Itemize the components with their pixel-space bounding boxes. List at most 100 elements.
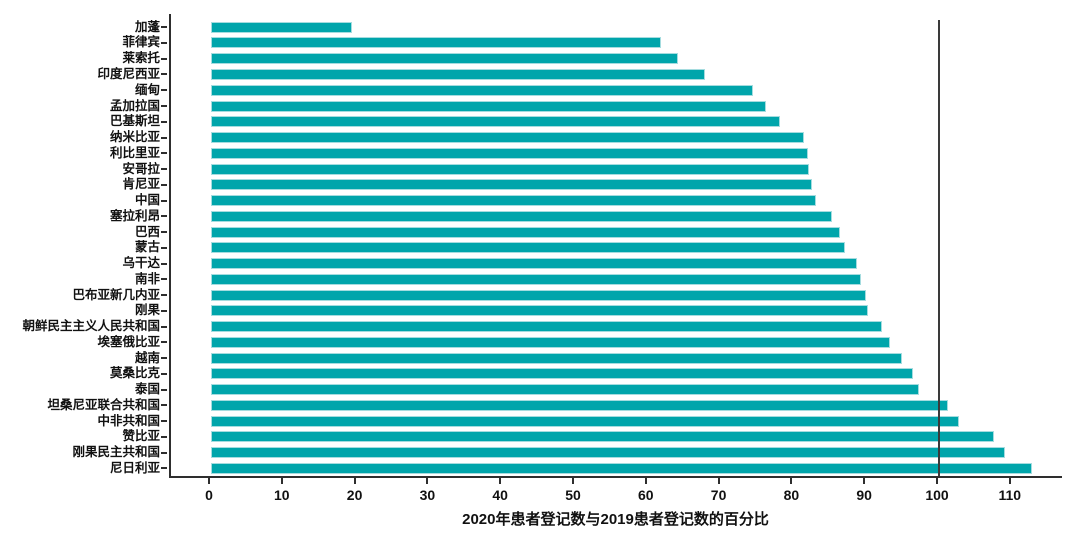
x-tick-label: 20 [346, 487, 363, 503]
y-tick [161, 183, 167, 186]
bar [211, 100, 766, 112]
x-tick [499, 478, 502, 484]
y-axis-category-label: 菲律宾 [122, 35, 160, 50]
x-tick-label: 60 [638, 487, 654, 503]
x-tick [1008, 478, 1011, 484]
x-tick [863, 478, 866, 484]
bar [211, 242, 846, 254]
bar [211, 195, 816, 207]
y-axis-category-label: 纳米比亚 [109, 130, 160, 145]
y-axis-category-label: 巴西 [134, 224, 160, 239]
bar [211, 384, 919, 396]
bar [211, 462, 1033, 474]
bar [211, 84, 754, 96]
y-axis-category-label: 缅甸 [134, 82, 160, 97]
x-tick [353, 478, 356, 484]
bar [211, 289, 867, 301]
bar [211, 305, 868, 317]
x-tick-label: 40 [492, 487, 508, 503]
y-tick [161, 136, 167, 139]
bar [211, 431, 995, 443]
bar [211, 368, 913, 380]
y-tick [161, 152, 167, 155]
bar [211, 336, 891, 348]
y-tick [161, 231, 167, 234]
x-tick-label: 50 [565, 487, 581, 503]
x-tick [717, 478, 720, 484]
x-tick-label: 70 [710, 487, 727, 503]
x-tick [936, 478, 938, 484]
y-tick [161, 199, 167, 202]
y-axis-category-label: 赞比亚 [122, 429, 160, 444]
bar [211, 53, 678, 65]
y-tick [161, 294, 167, 297]
y-tick [161, 325, 167, 328]
y-tick [161, 120, 167, 123]
x-tick [426, 478, 429, 484]
y-axis-category-label: 肯尼亚 [122, 177, 160, 192]
y-axis-category-label: 刚果 [134, 303, 160, 318]
bar [211, 273, 862, 285]
y-tick [161, 341, 167, 344]
plot-area [169, 14, 1062, 478]
bar [211, 210, 832, 222]
y-axis-category-label: 南非 [134, 271, 160, 286]
x-axis-title: 2020年患者登记数与2019患者登记数的百分比 [462, 511, 769, 528]
y-tick [161, 215, 167, 218]
y-tick [161, 278, 167, 281]
x-tick-label: 0 [205, 487, 213, 503]
x-tick-label: 110 [998, 487, 1022, 503]
bar [211, 147, 808, 159]
bar [211, 21, 353, 33]
y-tick [161, 435, 167, 438]
bar [211, 352, 902, 364]
bar [211, 399, 949, 411]
x-tick-label: 100 [925, 487, 949, 503]
x-tick [208, 478, 210, 484]
y-tick [161, 105, 167, 107]
y-tick [161, 57, 167, 60]
bar [211, 132, 805, 144]
reference-line-100 [938, 20, 940, 476]
y-axis-category-label: 巴基斯坦 [109, 114, 160, 129]
y-axis-category-label: 莱索托 [122, 51, 160, 66]
y-tick [161, 262, 167, 265]
bar [211, 37, 661, 49]
y-axis-category-label: 坦桑尼亚联合共和国 [47, 397, 160, 412]
y-tick [161, 73, 167, 76]
x-tick [280, 478, 283, 484]
y-axis-category-label: 刚果民主共和国 [72, 445, 160, 460]
y-tick [161, 467, 167, 470]
x-tick-label: 30 [419, 487, 436, 503]
y-tick [161, 451, 167, 454]
x-tick [790, 478, 793, 484]
y-axis-category-label: 莫桑比克 [109, 366, 160, 381]
y-axis-category-label: 安哥拉 [122, 161, 160, 176]
y-tick [161, 357, 167, 360]
y-axis-category-label: 乌干达 [122, 256, 160, 271]
y-axis-category-label: 塞拉利昂 [109, 208, 160, 223]
y-axis-category-label: 埃塞俄比亚 [97, 334, 160, 349]
y-axis-category-label: 巴布亚新几内亚 [72, 287, 160, 302]
y-axis-category-label: 尼日利亚 [109, 460, 160, 475]
bar [211, 226, 840, 238]
bar [211, 68, 705, 80]
x-tick [644, 478, 647, 484]
y-tick [161, 41, 167, 44]
y-axis-category-label: 中国 [134, 193, 160, 208]
y-tick [161, 309, 167, 312]
y-tick [161, 388, 167, 391]
bar [211, 258, 857, 270]
y-axis-category-label: 蒙古 [134, 240, 160, 255]
bar [211, 415, 960, 427]
y-axis-category-label: 越南 [134, 350, 160, 365]
y-axis-category-label: 印度尼西亚 [97, 66, 160, 81]
x-tick-label: 80 [783, 487, 800, 503]
bar [211, 321, 883, 333]
bar [211, 179, 813, 191]
y-tick [161, 26, 167, 29]
y-tick [161, 168, 167, 171]
y-tick [161, 89, 167, 92]
y-tick [161, 372, 167, 375]
y-axis-category-label: 利比里亚 [109, 145, 160, 160]
